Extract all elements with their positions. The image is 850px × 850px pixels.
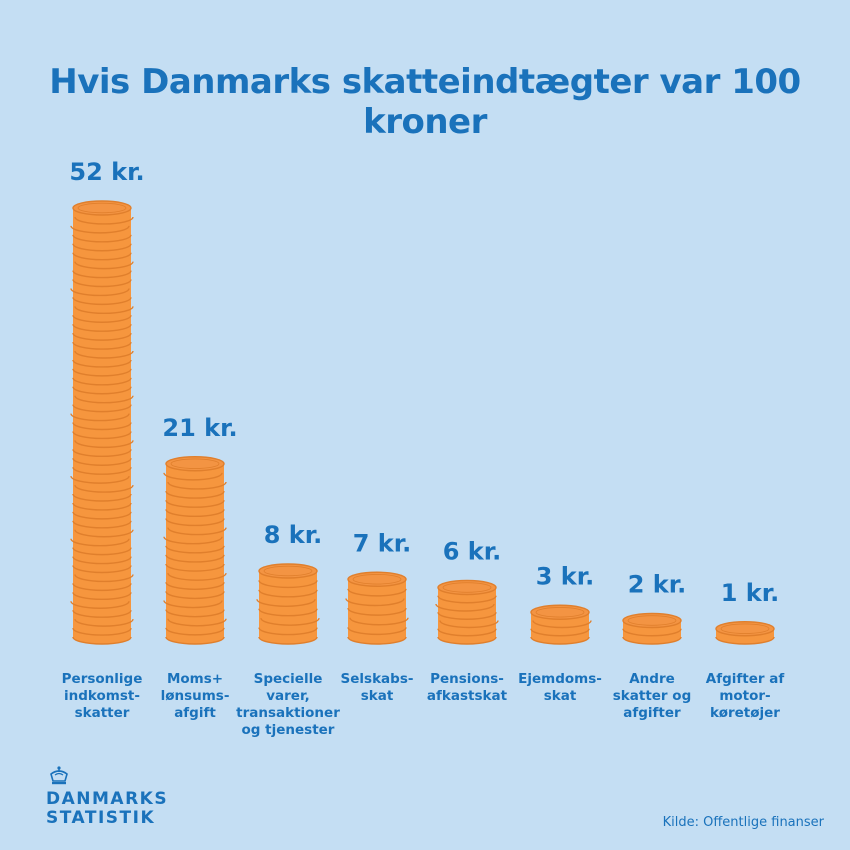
category-label-1: Personlige indkomst- skatter	[61, 671, 143, 721]
coin-stack-4	[345, 571, 409, 645]
category-label-4: Selskabs- skat	[340, 671, 414, 704]
source-note: Kilde: Offentlige finanser	[662, 815, 824, 830]
crown-icon	[50, 766, 68, 785]
category-label-8: Afgifter af motor- køretøjer	[705, 671, 785, 721]
coin-stack-1	[70, 200, 134, 645]
value-label-3: 8 kr.	[264, 521, 323, 549]
value-label-8: 1 kr.	[721, 579, 780, 607]
coin-stack-2	[163, 456, 227, 645]
coin-stack-7	[622, 612, 682, 645]
logo-text: DANMARKS STATISTIK	[46, 789, 169, 828]
value-label-7: 2 kr.	[628, 571, 687, 599]
category-label-7: Andre skatter og afgifter	[612, 671, 692, 721]
value-label-5: 6 kr.	[443, 538, 502, 566]
value-label-2: 21 kr.	[162, 414, 237, 442]
category-label-3: Specielle varer, transaktioner og tjenes…	[236, 671, 340, 738]
danmarks-statistik-logo: DANMARKS STATISTIK	[46, 766, 168, 828]
coin-stack-8	[715, 621, 775, 645]
coin-stack-5	[435, 579, 499, 645]
value-label-4: 7 kr.	[353, 529, 412, 557]
category-label-5: Pensions- afkastskat	[426, 671, 508, 704]
category-label-6: Ejemdoms- skat	[518, 671, 602, 704]
value-label-6: 3 kr.	[536, 562, 595, 590]
value-label-1: 52 kr.	[69, 158, 144, 186]
coin-stack-6	[530, 604, 592, 645]
chart-title: Hvis Danmarks skatteindtægter var 100 kr…	[49, 62, 801, 142]
category-label-2: Moms+ lønsums- afgift	[160, 671, 230, 721]
coin-stack-3	[256, 563, 320, 645]
